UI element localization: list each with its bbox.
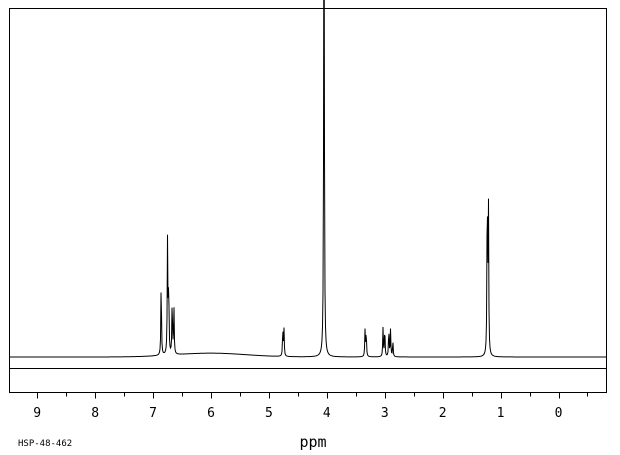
spectrum-trace xyxy=(10,0,606,358)
x-axis-tick-labels: 9 8 7 6 5 4 3 2 1 0 xyxy=(33,406,562,421)
x-tick-label: 4 xyxy=(323,406,331,421)
x-tick-label: 6 xyxy=(207,406,215,421)
x-tick-label: 5 xyxy=(265,406,273,421)
x-tick-label: 3 xyxy=(381,406,389,421)
x-tick-label: 2 xyxy=(439,406,447,421)
plot-frame xyxy=(9,8,607,393)
x-tick-label: 7 xyxy=(149,406,157,421)
spectrum-code-label: HSP-48-462 xyxy=(18,439,72,449)
x-tick-label: 0 xyxy=(555,406,563,421)
x-tick-label: 8 xyxy=(91,406,99,421)
x-axis-ticks xyxy=(37,392,588,399)
x-tick-label: 9 xyxy=(33,406,41,421)
x-tick-label: 1 xyxy=(497,406,505,421)
x-axis-title: ppm xyxy=(299,433,326,451)
